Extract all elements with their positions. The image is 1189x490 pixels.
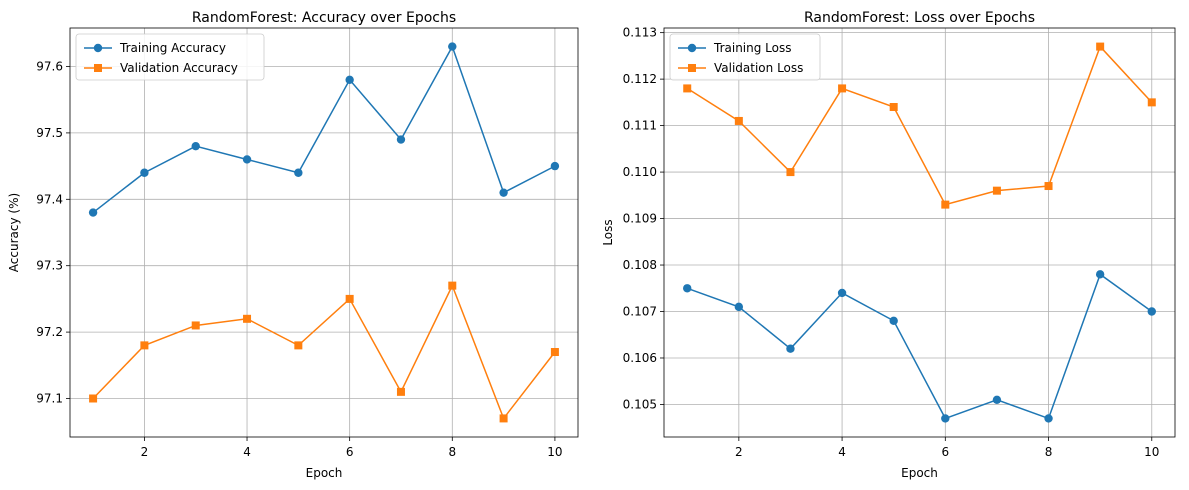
legend-marker-square <box>94 64 102 72</box>
chart-title: RandomForest: Loss over Epochs <box>804 10 1035 26</box>
y-tick-label: 0.108 <box>623 258 657 272</box>
series-line <box>92 44 556 214</box>
x-tick-label: 4 <box>838 445 846 459</box>
data-point-square <box>294 341 303 350</box>
data-point-circle <box>786 344 795 353</box>
data-point-square <box>448 281 457 290</box>
y-axis-label: Loss <box>601 219 615 245</box>
data-point-circle <box>191 141 200 151</box>
data-point-square <box>992 186 1001 195</box>
legend-marker-square <box>688 64 696 72</box>
y-tick-label: 0.106 <box>623 351 657 365</box>
data-point-square <box>838 84 847 93</box>
y-tick-label: 97.1 <box>36 391 63 405</box>
data-point-circle <box>294 168 303 177</box>
y-tick-label: 97.2 <box>36 325 63 339</box>
legend-label: Validation Accuracy <box>120 61 238 75</box>
y-tick-label: 0.112 <box>623 72 657 86</box>
data-point-square <box>683 84 692 93</box>
data-point-circle <box>837 288 847 298</box>
data-point-circle <box>550 161 560 171</box>
data-point-circle <box>889 316 898 326</box>
x-tick-label: 2 <box>141 445 149 459</box>
data-point-square <box>941 200 950 209</box>
y-tick-label: 0.105 <box>623 397 657 411</box>
y-tick-label: 0.113 <box>623 26 657 40</box>
data-point-circle <box>242 155 252 164</box>
y-tick-label: 97.5 <box>36 126 63 140</box>
data-point-circle <box>941 414 950 423</box>
chart-title: RandomForest: Accuracy over Epochs <box>192 10 456 26</box>
x-tick-label: 6 <box>346 445 354 459</box>
data-point-square <box>1147 98 1156 107</box>
data-point-circle <box>992 395 1002 405</box>
data-point-square <box>734 116 743 125</box>
y-tick-label: 0.109 <box>623 212 657 226</box>
data-point-circle <box>1044 414 1053 423</box>
y-tick-label: 0.107 <box>623 305 657 319</box>
data-point-circle <box>683 284 692 293</box>
loss-chart: 2 4 6 8 10 0.105 0.106 0.107 0.108 0.109 0.110 0.11… <box>601 10 1176 480</box>
x-tick-label: 4 <box>243 445 251 459</box>
legend-marker-circle <box>93 43 103 53</box>
data-point-circle <box>734 302 744 312</box>
data-point-square <box>499 414 508 423</box>
data-point-square <box>89 394 98 403</box>
data-point-square <box>1044 182 1053 191</box>
data-point-circle <box>396 135 406 144</box>
data-point-circle <box>1095 270 1105 279</box>
y-tick-label: 97.4 <box>36 192 63 206</box>
y-axis-label: Accuracy (%) <box>7 193 21 272</box>
data-point-square <box>396 387 405 396</box>
series-line <box>686 273 1153 420</box>
data-point-square <box>191 321 200 330</box>
x-tick-label: 8 <box>448 445 456 459</box>
x-tick-label: 6 <box>941 445 949 459</box>
plot-frame <box>69 27 579 438</box>
legend-label: Training Accuracy <box>119 41 226 55</box>
legend-marker-circle <box>687 43 697 53</box>
legend-box <box>75 33 265 81</box>
data-point-square <box>889 103 898 112</box>
data-point-square <box>1096 42 1105 51</box>
data-point-circle <box>1147 307 1156 316</box>
x-tick-label: 8 <box>1045 445 1053 459</box>
x-axis-label: Epoch <box>901 466 938 480</box>
data-point-square <box>550 348 559 357</box>
legend-label: Training Loss <box>713 41 791 55</box>
x-tick-label: 2 <box>735 445 743 459</box>
series-line <box>686 45 1153 206</box>
data-point-circle <box>448 42 457 51</box>
series-line <box>92 283 556 420</box>
y-tick-label: 97.3 <box>36 259 63 273</box>
data-point-square <box>140 341 149 350</box>
data-point-square <box>345 294 354 303</box>
y-tick-label: 0.111 <box>623 119 657 133</box>
legend-label: Validation Loss <box>714 61 803 75</box>
data-point-circle <box>499 188 508 197</box>
x-tick-label: 10 <box>547 445 562 459</box>
y-tick-label: 97.6 <box>36 60 63 74</box>
x-axis-label: Epoch <box>306 466 343 480</box>
x-tick-label: 10 <box>1144 445 1159 459</box>
legend-box <box>669 33 821 81</box>
data-point-square <box>786 168 795 177</box>
accuracy-chart: 2 4 6 8 10 97.1 97.2 97.3 97.4 97.5 97.6 RandomFore… <box>7 10 579 480</box>
data-point-circle <box>345 75 354 84</box>
data-point-circle <box>140 168 149 177</box>
data-point-square <box>243 314 252 323</box>
y-tick-label: 0.110 <box>623 165 657 179</box>
plot-frame <box>663 27 1176 438</box>
data-point-circle <box>88 208 98 217</box>
